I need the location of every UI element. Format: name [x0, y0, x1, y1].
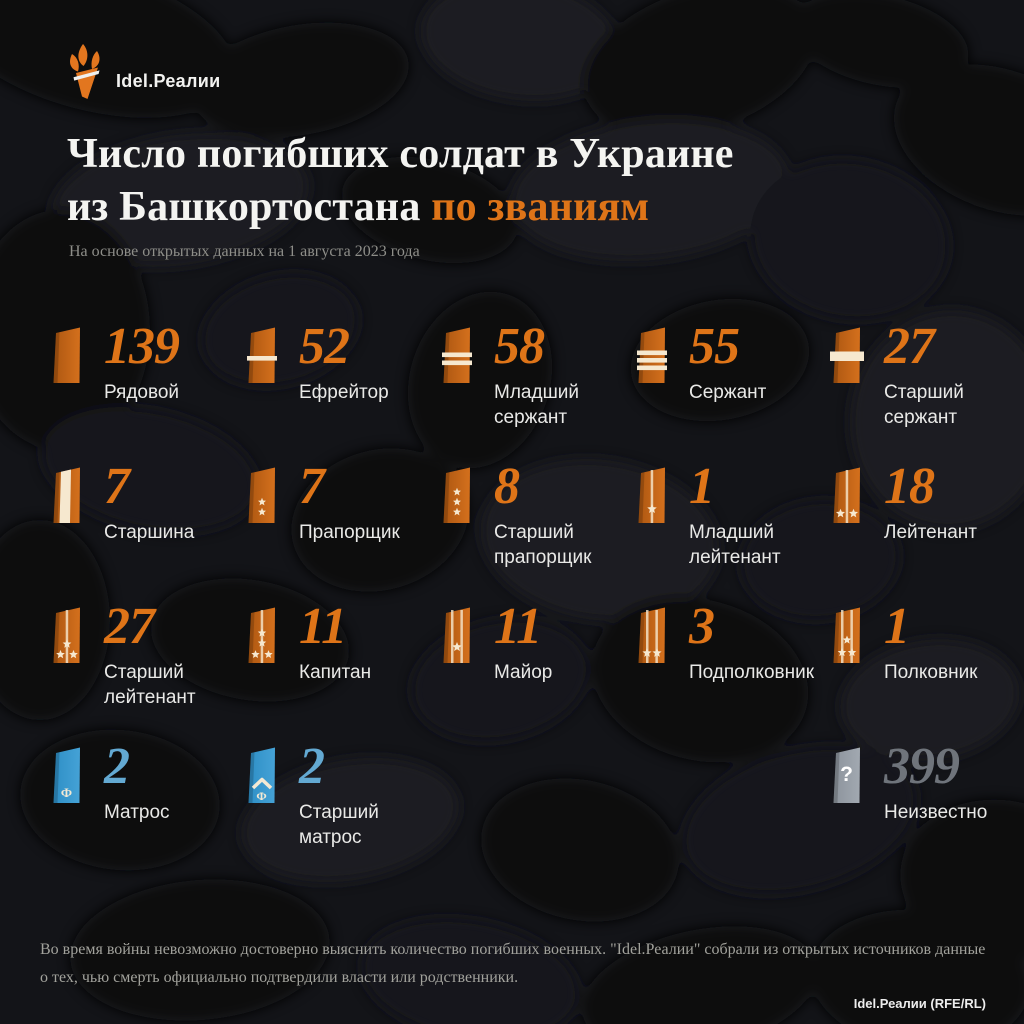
rank-label: Старшина	[104, 522, 195, 543]
brand-name: Idel.Реалии	[116, 70, 221, 91]
footnote: Во время войны невозможно достоверно выя…	[40, 941, 986, 986]
rank-label: Майор	[494, 662, 553, 683]
title-highlight: по званиям	[431, 184, 650, 230]
rank-count: 11	[299, 598, 347, 655]
board-question-insignia-icon: ?	[833, 747, 860, 803]
ranks-grid: 139 Рядовой 52 Ефрейтор 58 Младший сержант 55 С…	[50, 321, 1024, 885]
rank-cell: 11 Майор	[440, 601, 635, 745]
board-2-stripes-insignia-icon	[442, 327, 472, 383]
rank-label: Сержант	[689, 382, 767, 403]
board-3-stars-insignia-icon	[443, 467, 470, 523]
rank-cell: 1 Полковник	[830, 601, 1024, 745]
rank-label: Старший прапорщик	[494, 522, 592, 568]
board-2-stars-insignia-icon	[248, 467, 275, 523]
rank-cell: 11 Капитан	[245, 601, 440, 745]
rank-label: Капитан	[299, 662, 372, 683]
rank-cell: Ф 2 Матрос	[50, 741, 245, 885]
rank-count: 55	[689, 318, 740, 375]
board-line-2-stars-insignia-icon	[833, 467, 860, 523]
rank-label: Матрос	[104, 802, 170, 823]
rank-count: 7	[104, 458, 130, 515]
rank-cell: 27 Старший лейтенант	[50, 601, 245, 745]
rank-label: Младший сержант	[494, 382, 580, 428]
rank-label: Подполковник	[689, 662, 815, 683]
rank-cell: 55 Сержант	[635, 321, 830, 465]
torch-icon	[70, 44, 100, 99]
rank-count: 11	[494, 598, 542, 655]
rank-label: Прапорщик	[299, 522, 400, 543]
rank-label: Старший матрос	[299, 802, 379, 848]
rank-count: 2	[299, 738, 325, 795]
board-2-lines-2-stars-insignia-icon	[638, 607, 665, 663]
board-line-4-stars-insignia-icon	[248, 607, 275, 663]
rank-label: Младший лейтенант	[689, 522, 781, 568]
rank-count: 52	[299, 318, 350, 375]
rank-count: 8	[494, 458, 520, 515]
rank-count: 18	[884, 458, 935, 515]
rank-cell: ? 399 Неизвестно	[830, 741, 1024, 885]
title-line1: Число погибших солдат в Украине	[67, 131, 734, 177]
subtitle: На основе открытых данных на 1 августа 2…	[69, 243, 420, 260]
board-long-stripe-insignia-icon	[53, 467, 80, 523]
rank-count: 1	[689, 458, 715, 515]
rank-count: 3	[689, 598, 715, 655]
board-wide-stripe-insignia-icon	[830, 327, 864, 383]
rank-cell: 7 Прапорщик	[245, 461, 440, 605]
board-plain-insignia-icon	[53, 327, 80, 383]
rank-cell: 18 Лейтенант	[830, 461, 1024, 605]
rank-count: 2	[104, 738, 130, 795]
svg-text:Ф: Ф	[256, 789, 266, 803]
title-line2: из Башкортостана	[67, 184, 421, 230]
page-title: Число погибших солдат в Украине из Башко…	[67, 128, 734, 234]
board-line-3-stars-insignia-icon	[53, 607, 80, 663]
board-2-lines-3-stars-insignia-icon	[833, 607, 860, 663]
navy-board-f-insignia-icon: Ф	[53, 747, 80, 803]
svg-text:?: ?	[840, 763, 853, 786]
rank-cell: 1 Младший лейтенант	[635, 461, 830, 605]
rank-cell: 27 Старший сержант	[830, 321, 1024, 465]
rank-count: 399	[884, 738, 960, 795]
svg-text:Ф: Ф	[61, 785, 72, 800]
board-2-lines-1-star-insignia-icon	[443, 607, 470, 663]
rank-count: 1	[884, 598, 910, 655]
rank-cell: Ф 2 Старший матрос	[245, 741, 440, 885]
board-3-stripes-insignia-icon	[637, 327, 667, 383]
board-1-stripe-insignia-icon	[247, 327, 277, 383]
rank-label: Лейтенант	[884, 522, 977, 543]
rank-label: Неизвестно	[884, 802, 988, 823]
rank-cell: 8 Старший прапорщик	[440, 461, 635, 605]
rank-label: Старший лейтенант	[104, 662, 196, 708]
rank-cell: 139 Рядовой	[50, 321, 245, 465]
rank-cell: 52 Ефрейтор	[245, 321, 440, 465]
brand-logo: Idel.Реалии	[66, 42, 220, 102]
rank-count: 7	[299, 458, 325, 515]
rank-label: Полковник	[884, 662, 978, 683]
rank-cell: 58 Младший сержант	[440, 321, 635, 465]
credit: Idel.Реалии (RFE/RL)	[853, 996, 986, 1011]
rank-count: 58	[494, 318, 545, 375]
rank-cell: 3 Подполковник	[635, 601, 830, 745]
rank-label: Ефрейтор	[299, 382, 389, 403]
rank-label: Рядовой	[104, 382, 180, 403]
rank-count: 27	[884, 318, 935, 375]
navy-board-chevron-f-insignia-icon: Ф	[248, 747, 275, 803]
rank-count: 27	[104, 598, 155, 655]
rank-count: 139	[104, 318, 180, 375]
rank-cell: 7 Старшина	[50, 461, 245, 605]
rank-label: Старший сержант	[884, 382, 964, 428]
board-line-1-star-insignia-icon	[638, 467, 665, 523]
